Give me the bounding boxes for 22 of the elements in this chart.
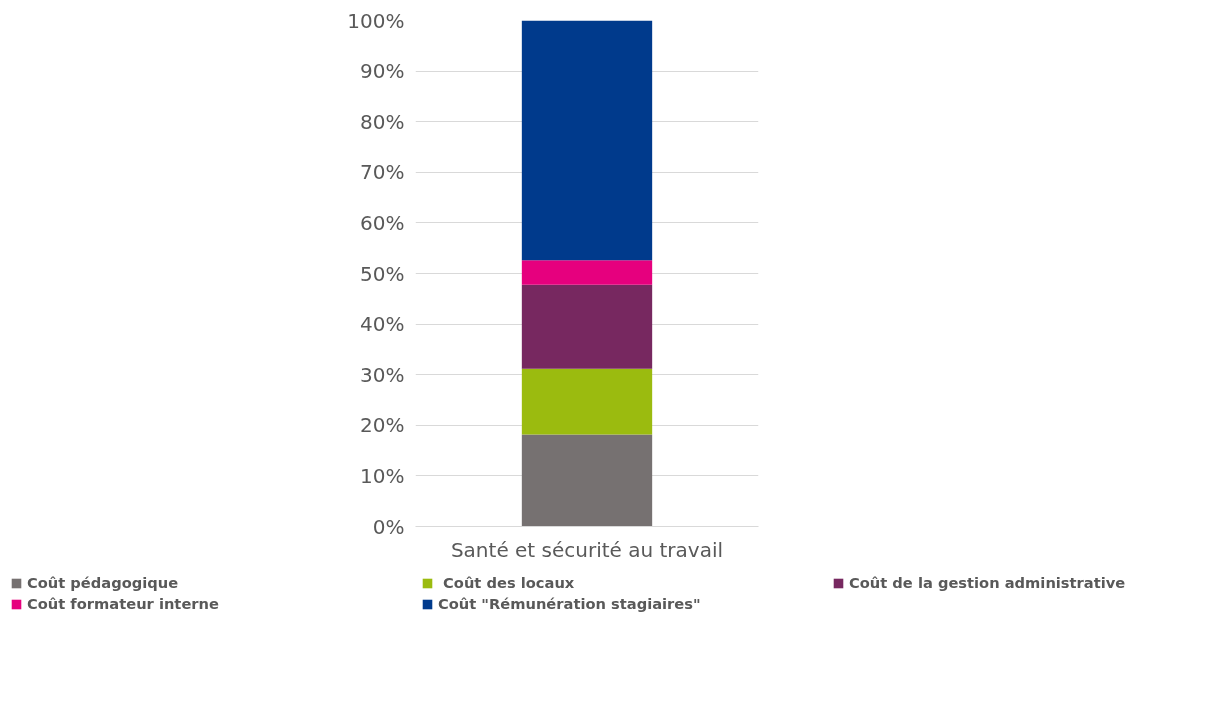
legend-label: Coût des locaux	[442, 574, 576, 591]
bar	[521, 20, 653, 261]
y-tick-label: 90%	[360, 59, 405, 84]
legend-label: Coût formateur interne	[27, 595, 220, 612]
y-tick-label: 20%	[360, 413, 405, 438]
legend-label: Coût de la gestion administrative	[849, 574, 1127, 591]
y-tick-label: 40%	[360, 312, 405, 337]
y-tick-label: 0%	[372, 514, 405, 539]
x-tick-label: Santé et sécurité au travail	[450, 537, 724, 562]
bar	[521, 368, 653, 435]
legend-label: Coût pédagogique	[27, 574, 180, 591]
y-tick-label: 80%	[360, 109, 405, 134]
y-tick-label: 10%	[360, 463, 405, 488]
bar	[521, 434, 653, 527]
legend-label: Coût "Rémunération stagiaires"	[438, 595, 702, 612]
y-tick-label: 30%	[360, 362, 405, 387]
bar	[521, 284, 653, 369]
y-tick-label: 50%	[360, 261, 405, 286]
y-tick-label: 70%	[360, 160, 405, 185]
y-tick-label: 100%	[347, 8, 405, 33]
bar	[521, 260, 653, 285]
y-tick-label: 60%	[360, 210, 405, 235]
